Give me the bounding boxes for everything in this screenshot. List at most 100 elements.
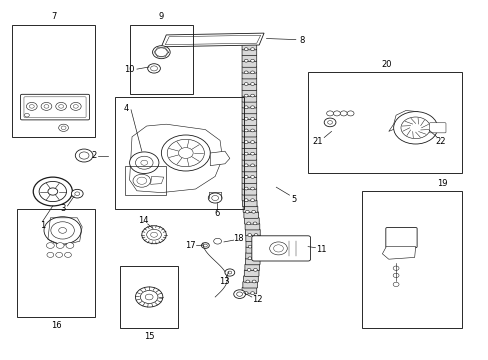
FancyBboxPatch shape xyxy=(242,136,256,143)
FancyBboxPatch shape xyxy=(242,113,256,120)
Text: 21: 21 xyxy=(312,136,323,145)
Text: 1: 1 xyxy=(40,220,45,230)
FancyBboxPatch shape xyxy=(242,67,256,73)
FancyBboxPatch shape xyxy=(242,95,256,102)
Text: 6: 6 xyxy=(214,209,219,217)
Circle shape xyxy=(326,111,333,116)
Circle shape xyxy=(79,152,89,159)
Bar xyxy=(361,191,461,328)
Circle shape xyxy=(250,176,254,178)
Polygon shape xyxy=(210,151,229,166)
Circle shape xyxy=(254,234,258,237)
Circle shape xyxy=(150,232,157,237)
Circle shape xyxy=(247,257,251,260)
Circle shape xyxy=(254,257,258,260)
Bar xyxy=(120,266,178,328)
Circle shape xyxy=(47,252,54,257)
Circle shape xyxy=(392,273,398,278)
Circle shape xyxy=(66,243,74,248)
FancyBboxPatch shape xyxy=(242,171,256,177)
Circle shape xyxy=(233,290,245,298)
FancyBboxPatch shape xyxy=(242,107,256,114)
Circle shape xyxy=(250,106,254,109)
Circle shape xyxy=(392,282,398,287)
Circle shape xyxy=(250,199,254,202)
Circle shape xyxy=(248,245,251,248)
Circle shape xyxy=(201,243,209,248)
FancyBboxPatch shape xyxy=(242,189,256,195)
Text: 12: 12 xyxy=(252,295,263,304)
Circle shape xyxy=(155,48,167,57)
Circle shape xyxy=(273,245,283,252)
Polygon shape xyxy=(382,247,415,259)
FancyBboxPatch shape xyxy=(242,78,256,85)
Circle shape xyxy=(59,228,66,233)
Circle shape xyxy=(150,66,157,71)
FancyBboxPatch shape xyxy=(245,247,260,253)
Circle shape xyxy=(244,48,247,50)
Circle shape xyxy=(46,243,54,248)
Text: 17: 17 xyxy=(185,241,196,250)
FancyBboxPatch shape xyxy=(242,49,256,56)
Circle shape xyxy=(59,124,68,131)
Circle shape xyxy=(51,222,74,239)
Text: 11: 11 xyxy=(315,245,326,253)
FancyBboxPatch shape xyxy=(244,223,259,230)
FancyBboxPatch shape xyxy=(242,55,256,62)
Circle shape xyxy=(26,102,37,110)
Circle shape xyxy=(244,187,247,190)
Circle shape xyxy=(250,48,254,50)
Circle shape xyxy=(244,152,247,155)
Circle shape xyxy=(269,242,287,255)
Circle shape xyxy=(61,126,66,130)
Circle shape xyxy=(244,71,247,74)
Text: 19: 19 xyxy=(436,179,447,188)
Circle shape xyxy=(48,188,58,195)
FancyBboxPatch shape xyxy=(242,177,256,184)
Circle shape xyxy=(211,195,218,201)
Circle shape xyxy=(75,149,93,162)
Circle shape xyxy=(33,177,72,206)
FancyBboxPatch shape xyxy=(242,287,256,294)
Circle shape xyxy=(147,64,160,73)
Bar xyxy=(307,72,461,173)
Circle shape xyxy=(152,46,170,59)
Circle shape xyxy=(327,121,332,124)
Circle shape xyxy=(75,192,80,195)
Circle shape xyxy=(236,292,242,296)
FancyBboxPatch shape xyxy=(242,148,256,154)
Circle shape xyxy=(392,266,398,270)
Circle shape xyxy=(250,141,254,144)
Circle shape xyxy=(244,117,247,120)
Circle shape xyxy=(244,176,247,178)
FancyBboxPatch shape xyxy=(245,258,260,265)
Circle shape xyxy=(244,164,247,167)
Text: 18: 18 xyxy=(233,234,244,243)
FancyBboxPatch shape xyxy=(242,37,256,44)
Circle shape xyxy=(251,210,255,213)
Circle shape xyxy=(135,156,153,169)
FancyBboxPatch shape xyxy=(243,206,257,212)
FancyBboxPatch shape xyxy=(24,97,86,117)
Circle shape xyxy=(133,174,150,187)
Circle shape xyxy=(135,287,163,307)
FancyBboxPatch shape xyxy=(244,212,258,218)
Circle shape xyxy=(252,280,256,283)
Text: 15: 15 xyxy=(143,332,154,341)
Polygon shape xyxy=(161,33,264,47)
Circle shape xyxy=(39,181,66,202)
Polygon shape xyxy=(165,35,260,45)
FancyBboxPatch shape xyxy=(244,217,259,224)
FancyBboxPatch shape xyxy=(242,194,256,201)
Circle shape xyxy=(146,229,161,240)
FancyBboxPatch shape xyxy=(242,159,256,166)
Circle shape xyxy=(254,245,258,248)
Text: 13: 13 xyxy=(218,277,229,286)
Circle shape xyxy=(333,111,340,116)
Circle shape xyxy=(250,71,254,74)
Circle shape xyxy=(250,152,254,155)
Text: 3: 3 xyxy=(60,204,65,213)
Circle shape xyxy=(167,139,204,167)
Circle shape xyxy=(340,111,346,116)
FancyBboxPatch shape xyxy=(243,276,258,282)
